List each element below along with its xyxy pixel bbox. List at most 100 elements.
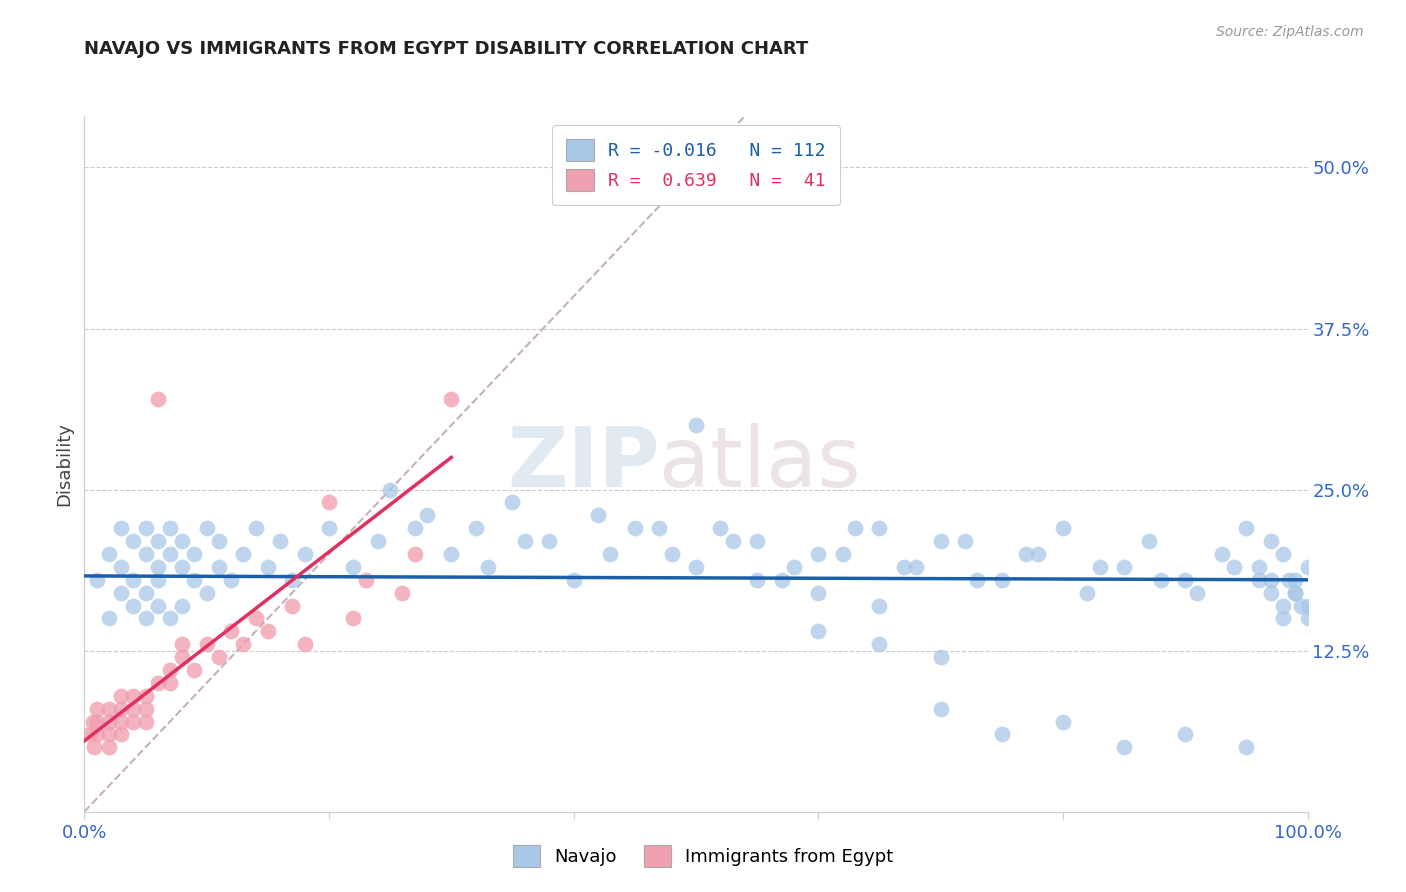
Point — [183, 573, 205, 587]
Point — [869, 521, 891, 535]
Point — [464, 521, 486, 535]
Point — [991, 727, 1014, 741]
Text: atlas: atlas — [659, 424, 860, 504]
Point — [135, 585, 157, 599]
Point — [1236, 740, 1258, 755]
Point — [159, 521, 181, 535]
Point — [599, 547, 621, 561]
Point — [83, 740, 105, 755]
Point — [1028, 547, 1050, 561]
Point — [929, 701, 952, 715]
Point — [195, 521, 218, 535]
Point — [342, 560, 364, 574]
Point — [929, 650, 952, 665]
Point — [1150, 573, 1173, 587]
Point — [1174, 727, 1197, 741]
Point — [929, 534, 952, 549]
Point — [1174, 573, 1197, 587]
Point — [1247, 573, 1270, 587]
Point — [1211, 547, 1233, 561]
Point — [110, 521, 132, 535]
Point — [97, 727, 120, 741]
Point — [831, 547, 853, 561]
Point — [318, 495, 340, 509]
Point — [294, 547, 316, 561]
Point — [195, 637, 218, 651]
Point — [685, 560, 707, 574]
Point — [257, 624, 280, 639]
Point — [172, 534, 194, 549]
Point — [79, 727, 101, 741]
Point — [1291, 599, 1313, 613]
Point — [110, 727, 132, 741]
Point — [477, 560, 499, 574]
Point — [1223, 560, 1246, 574]
Point — [208, 650, 231, 665]
Point — [783, 560, 806, 574]
Point — [404, 521, 426, 535]
Point — [844, 521, 866, 535]
Point — [342, 611, 364, 625]
Point — [245, 521, 267, 535]
Point — [135, 689, 157, 703]
Point — [86, 714, 108, 729]
Point — [135, 547, 157, 561]
Point — [208, 534, 231, 549]
Point — [1272, 547, 1295, 561]
Point — [440, 392, 463, 407]
Point — [245, 611, 267, 625]
Point — [195, 585, 218, 599]
Point — [1076, 585, 1098, 599]
Text: Source: ZipAtlas.com: Source: ZipAtlas.com — [1216, 25, 1364, 39]
Point — [172, 560, 194, 574]
Point — [1137, 534, 1160, 549]
Point — [97, 547, 120, 561]
Point — [1187, 585, 1209, 599]
Point — [869, 599, 891, 613]
Point — [110, 560, 132, 574]
Point — [146, 560, 169, 574]
Point — [747, 573, 769, 587]
Point — [1272, 599, 1295, 613]
Point — [1260, 534, 1282, 549]
Point — [159, 676, 181, 690]
Point — [172, 599, 194, 613]
Point — [1052, 714, 1074, 729]
Point — [97, 701, 120, 715]
Point — [416, 508, 439, 523]
Point — [721, 534, 744, 549]
Point — [146, 392, 169, 407]
Point — [1260, 573, 1282, 587]
Point — [1052, 521, 1074, 535]
Point — [172, 637, 194, 651]
Point — [219, 573, 242, 587]
Point — [294, 637, 316, 651]
Point — [1114, 740, 1136, 755]
Point — [269, 534, 291, 549]
Point — [1272, 611, 1295, 625]
Point — [1236, 521, 1258, 535]
Point — [172, 650, 194, 665]
Point — [685, 418, 707, 433]
Text: NAVAJO VS IMMIGRANTS FROM EGYPT DISABILITY CORRELATION CHART: NAVAJO VS IMMIGRANTS FROM EGYPT DISABILI… — [84, 40, 808, 58]
Point — [146, 599, 169, 613]
Point — [661, 547, 683, 561]
Point — [770, 573, 793, 587]
Point — [586, 508, 609, 523]
Point — [135, 714, 157, 729]
Point — [146, 573, 169, 587]
Point — [1296, 599, 1319, 613]
Point — [869, 637, 891, 651]
Point — [1284, 585, 1306, 599]
Point — [1015, 547, 1038, 561]
Point — [893, 560, 915, 574]
Point — [281, 573, 304, 587]
Point — [502, 495, 524, 509]
Point — [404, 547, 426, 561]
Point — [122, 714, 145, 729]
Point — [1284, 585, 1306, 599]
Point — [1284, 573, 1306, 587]
Point — [146, 534, 169, 549]
Point — [709, 521, 731, 535]
Point — [122, 599, 145, 613]
